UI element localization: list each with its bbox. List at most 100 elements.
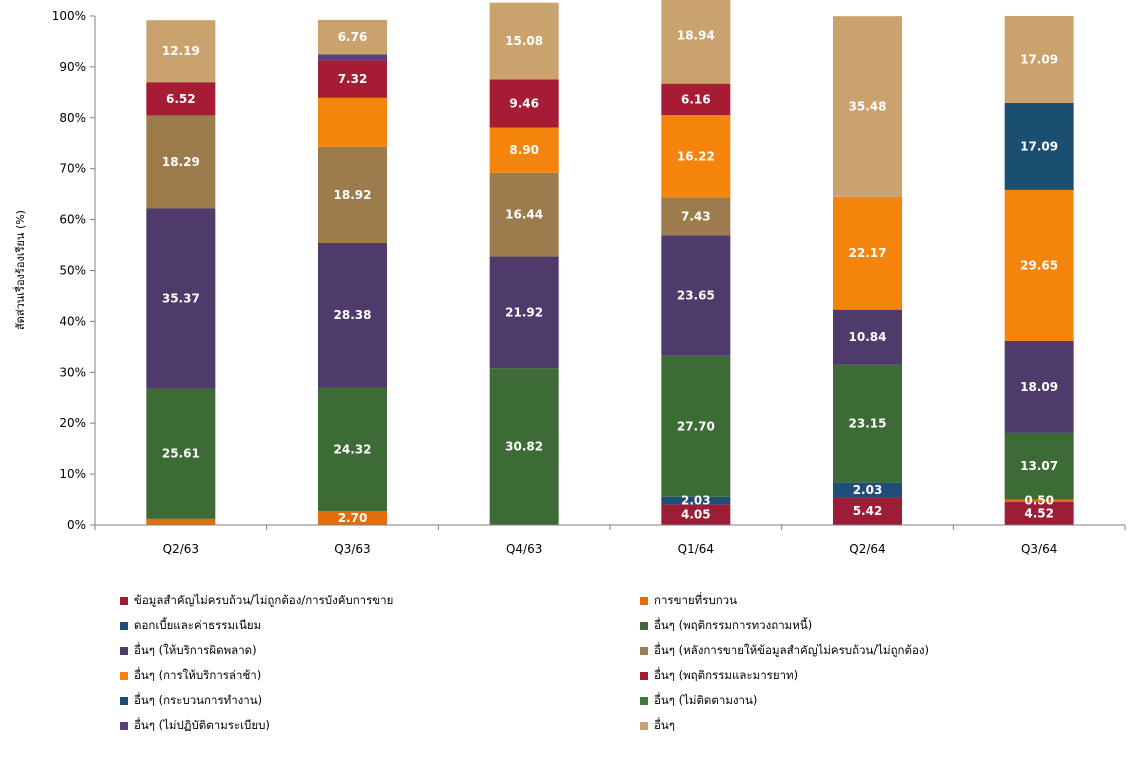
bar-segment <box>489 2 559 80</box>
bar-segment <box>1004 432 1074 500</box>
legend-item: อื่นๆ (ให้บริการผิดพลาด) <box>120 642 640 659</box>
y-tick-label: 40% <box>59 314 86 328</box>
bar-segment <box>318 243 387 388</box>
legend-label: ดอกเบี้ยและค่าธรรมเนียม <box>134 617 262 632</box>
bar-segment <box>489 127 559 173</box>
bar-segment <box>1004 499 1074 502</box>
y-tick-label: 20% <box>59 416 86 430</box>
y-tick-label: 50% <box>59 264 86 278</box>
data-label: 13.07 <box>1020 459 1058 473</box>
data-label: 18.92 <box>334 188 372 202</box>
y-tick-label: 80% <box>59 111 86 125</box>
legend-swatch <box>120 621 128 630</box>
bar-segment <box>318 387 387 512</box>
bar-segment <box>318 54 387 61</box>
bar-segment <box>318 146 387 244</box>
data-label: 5.42 <box>853 504 883 518</box>
data-label: 18.29 <box>162 155 200 169</box>
bar-segment <box>833 364 902 483</box>
bar-segment <box>146 208 216 389</box>
data-label: 27.70 <box>677 419 715 433</box>
bar-segment <box>146 82 216 116</box>
data-label: 10.84 <box>849 330 887 344</box>
legend-swatch <box>120 646 128 655</box>
data-label: 35.48 <box>849 100 887 114</box>
bar-segment <box>833 196 902 310</box>
data-label: 24.32 <box>334 442 372 456</box>
legend-label: อื่นๆ (ไม่ติดตามงาน) <box>654 692 758 707</box>
bar-segment <box>318 19 387 55</box>
legend-swatch <box>120 696 128 705</box>
bar-segment <box>318 97 387 147</box>
y-tick-label: 10% <box>59 467 86 481</box>
bar-segment <box>146 518 216 525</box>
data-label: 4.05 <box>681 508 711 522</box>
legend-swatch <box>640 696 648 705</box>
x-tick-label: Q2/63 <box>163 542 199 556</box>
y-tick-label: 60% <box>59 213 86 227</box>
data-label: 21.92 <box>505 305 543 319</box>
data-label: 16.22 <box>677 149 715 163</box>
bar-segment <box>661 0 731 84</box>
legend-label: อื่นๆ (ไม่ปฏิบัติตามระเบียบ) <box>134 717 270 732</box>
bar-segment <box>146 20 216 83</box>
legend-label: อื่นๆ (พฤติกรรมและมารยาท) <box>654 667 799 682</box>
data-label: 9.46 <box>509 96 539 110</box>
legend-item: อื่นๆ (พฤติกรรมการทวงถามหนี้) <box>640 617 1120 634</box>
data-label: 2.03 <box>681 494 711 508</box>
bar-segment <box>146 388 216 519</box>
x-tick-label: Q4/63 <box>506 542 542 556</box>
x-tick-label: Q3/63 <box>334 542 370 556</box>
bar-segment <box>661 83 731 116</box>
legend-label: อื่นๆ (พฤติกรรมการทวงถามหนี้) <box>654 617 813 632</box>
bar-segment <box>318 60 387 98</box>
data-label: 6.16 <box>681 92 711 106</box>
bar-segment <box>661 235 731 356</box>
bar-segment <box>489 172 559 257</box>
y-tick-label: 30% <box>59 365 86 379</box>
bar-segment <box>833 16 902 197</box>
data-label: 12.19 <box>162 44 200 58</box>
bar-segment <box>1004 15 1074 103</box>
bar-segment <box>1004 102 1074 190</box>
legend-label: การขายที่รบกวน <box>654 592 737 607</box>
bar-segment <box>1004 340 1074 433</box>
data-label: 18.94 <box>677 28 715 42</box>
data-label: 18.09 <box>1020 380 1058 394</box>
bar-segment <box>489 79 559 128</box>
legend-label: อื่นๆ (หลังการขายให้ข้อมูลสำคัญไม่ครบถ้ว… <box>654 642 930 657</box>
y-tick-label: 90% <box>59 60 86 74</box>
bar-segment <box>489 256 559 369</box>
legend-item: อื่นๆ (หลังการขายให้ข้อมูลสำคัญไม่ครบถ้ว… <box>640 642 1120 659</box>
legend-swatch <box>120 671 128 680</box>
data-label: 4.52 <box>1024 506 1054 520</box>
legend-label: อื่นๆ <box>654 717 675 732</box>
legend-item: การขายที่รบกวน <box>640 592 1120 609</box>
legend-swatch <box>120 596 128 605</box>
bar-segment <box>146 115 216 209</box>
legend-item: ดอกเบี้ยและค่าธรรมเนียม <box>120 617 640 634</box>
legend-label: ข้อมูลสำคัญไม่ครบถ้วน/ไม่ถูกต้อง/การบังค… <box>134 592 394 607</box>
bar-segment <box>1004 189 1074 341</box>
legend-item: อื่นๆ (ไม่ติดตามงาน) <box>640 692 1120 709</box>
legend-swatch <box>640 721 648 730</box>
data-label: 2.70 <box>338 511 368 525</box>
data-label: 0.50 <box>1024 494 1054 508</box>
bar-segment <box>833 309 902 365</box>
data-label: 8.90 <box>509 143 539 157</box>
data-label: 29.65 <box>1020 258 1058 272</box>
chart-legend: ข้อมูลสำคัญไม่ครบถ้วน/ไม่ถูกต้อง/การบังค… <box>120 592 1120 734</box>
x-tick-label: Q2/64 <box>849 542 885 556</box>
data-label: 16.44 <box>505 208 543 222</box>
x-tick-label: Q1/64 <box>678 542 714 556</box>
legend-item: อื่นๆ (พฤติกรรมและมารยาท) <box>640 667 1120 684</box>
bar-segment <box>1004 501 1074 525</box>
legend-item: อื่นๆ <box>640 717 1120 734</box>
bar-segment <box>661 197 731 236</box>
legend-swatch <box>640 646 648 655</box>
data-label: 6.76 <box>338 30 368 44</box>
data-label: 7.43 <box>681 209 711 223</box>
legend-swatch <box>640 596 648 605</box>
data-label: 15.08 <box>505 34 543 48</box>
bar-segment <box>661 115 731 198</box>
